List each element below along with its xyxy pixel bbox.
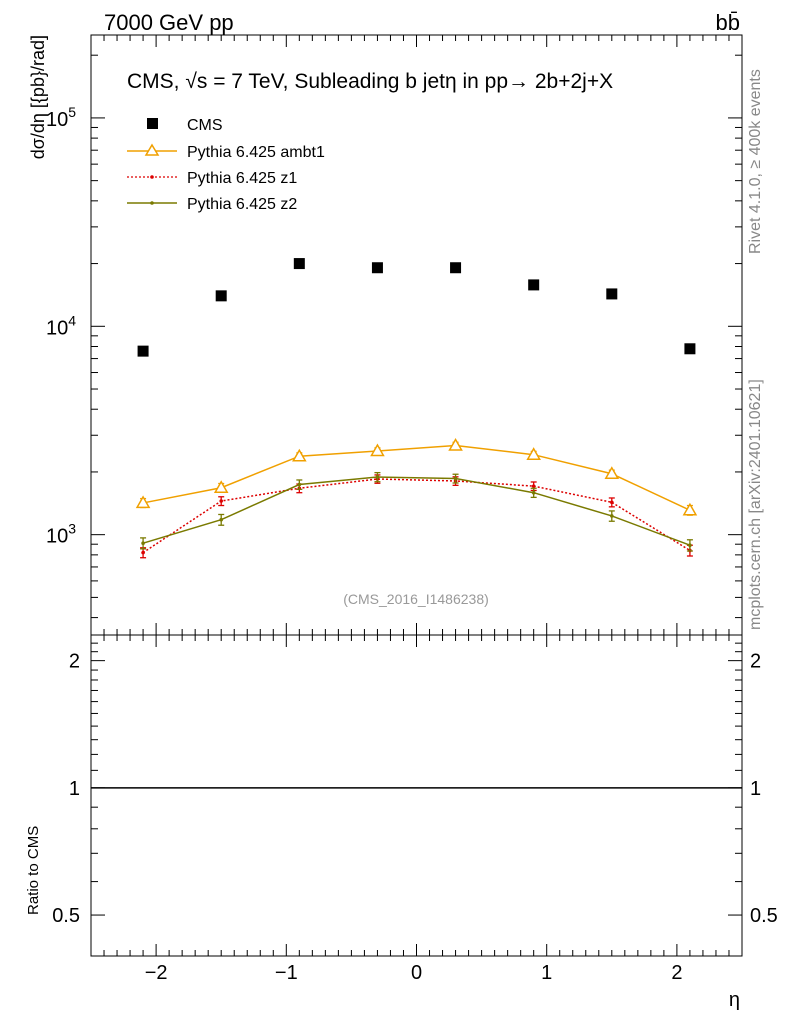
x-tick-label: 2 xyxy=(671,962,682,984)
data-point-pythia-6-425-ambt1 xyxy=(682,502,698,516)
data-point-pythia-6-425-ambt1 xyxy=(604,466,620,480)
data-point-cms xyxy=(293,258,305,270)
legend: CMS Pythia 6.425 ambt1 Pythia 6.425 z1 P… xyxy=(127,117,325,213)
x-tick-label: −2 xyxy=(145,962,168,984)
y-tick-exponent: 3 xyxy=(68,521,76,537)
data-point-pythia-6-425-z2 xyxy=(610,514,614,518)
analysis-id-label: (CMS_2016_I1486238) xyxy=(343,591,489,607)
legend-marker-cms xyxy=(147,118,158,129)
data-point-pythia-6-425-z2 xyxy=(141,541,145,546)
legend-label-z2: Pythia 6.425 z2 xyxy=(187,196,297,213)
data-point-cms xyxy=(684,343,696,355)
data-point-pythia-6-425-z1 xyxy=(219,499,223,503)
data-point-cms xyxy=(528,279,540,291)
data-point-pythia-6-425-z2 xyxy=(688,543,692,548)
data-point-pythia-6-425-z2 xyxy=(531,490,536,495)
legend-marker-ambt1 xyxy=(144,143,160,156)
ratio-tick-label-right: 1 xyxy=(750,778,761,800)
y-axis-label: dσ/dη [{pb}/rad] xyxy=(28,35,48,159)
y-tick-exponent: 5 xyxy=(68,104,76,120)
legend-marker-z2 xyxy=(150,201,154,205)
legend-label-cms: CMS xyxy=(187,117,223,134)
series-cms xyxy=(137,258,696,357)
x-tick-label: 1 xyxy=(541,962,552,984)
series-line-pythia-6-425-z2 xyxy=(142,476,691,546)
header-energy-label: 7000 GeV pp xyxy=(104,10,234,35)
data-point-cms xyxy=(215,290,227,302)
data-point-pythia-6-425-z1 xyxy=(531,484,536,488)
data-point-pythia-6-425-ambt1 xyxy=(213,480,229,493)
axis-tick-labels: −2 −1 0 1 2 103 104 105 0.5 0.5 1 1 2 2 xyxy=(46,104,778,984)
legend-label-ambt1: Pythia 6.425 ambt1 xyxy=(187,144,325,161)
x-axis-label: η xyxy=(729,989,740,1011)
data-point-cms xyxy=(371,262,383,274)
data-point-pythia-6-425-ambt1 xyxy=(370,443,385,457)
ratio-tick-label-right: 0.5 xyxy=(750,905,778,927)
x-tick-label: 0 xyxy=(411,962,422,984)
axis-ticks xyxy=(90,35,743,957)
y-tick-label: 105 xyxy=(46,104,76,131)
ratio-y-axis-label: Ratio to CMS xyxy=(25,826,42,915)
data-point-pythia-6-425-z1 xyxy=(141,550,145,555)
data-point-cms xyxy=(606,288,618,300)
legend-label-z1: Pythia 6.425 z1 xyxy=(187,170,297,187)
data-point-cms xyxy=(450,262,462,274)
legend-marker-z1 xyxy=(150,175,154,179)
data-point-pythia-6-425-ambt1 xyxy=(448,437,463,451)
series-pythia-6-425-z2 xyxy=(140,471,693,552)
data-point-pythia-6-425-z1 xyxy=(610,500,614,505)
series-line-pythia-6-425-ambt1 xyxy=(142,444,691,511)
chart-title: CMS, √s = 7 TeV, Subleading b jetη in pp… xyxy=(127,70,613,93)
series-pythia-6-425-ambt1 xyxy=(135,437,698,516)
data-point-pythia-6-425-z2 xyxy=(297,482,302,487)
y-tick-label: 103 xyxy=(46,521,76,548)
ratio-plot-frame xyxy=(90,634,743,957)
y-tick-label: 104 xyxy=(46,312,76,339)
header-process-label: bb̄ xyxy=(716,10,740,35)
data-point-pythia-6-425-ambt1 xyxy=(135,495,151,509)
x-tick-label: −1 xyxy=(275,962,298,984)
data-point-cms xyxy=(137,345,149,357)
ratio-tick-label-left: 2 xyxy=(69,651,80,673)
data-series xyxy=(135,258,698,559)
data-point-pythia-6-425-z2 xyxy=(453,476,458,481)
rivet-version-label: Rivet 4.1.0, ≥ 400k events xyxy=(747,69,764,254)
data-point-pythia-6-425-z2 xyxy=(375,475,380,479)
ratio-tick-label-left: 0.5 xyxy=(52,905,80,927)
data-point-pythia-6-425-ambt1 xyxy=(292,448,307,462)
data-point-pythia-6-425-z2 xyxy=(219,517,223,522)
data-point-pythia-6-425-ambt1 xyxy=(526,447,541,460)
y-tick-exponent: 4 xyxy=(68,312,76,328)
ratio-tick-label-right: 2 xyxy=(750,651,761,673)
ratio-tick-label-left: 1 xyxy=(69,778,80,800)
mcplots-site-label: mcplots.cern.ch [arXiv:2401.10621] xyxy=(747,379,764,630)
